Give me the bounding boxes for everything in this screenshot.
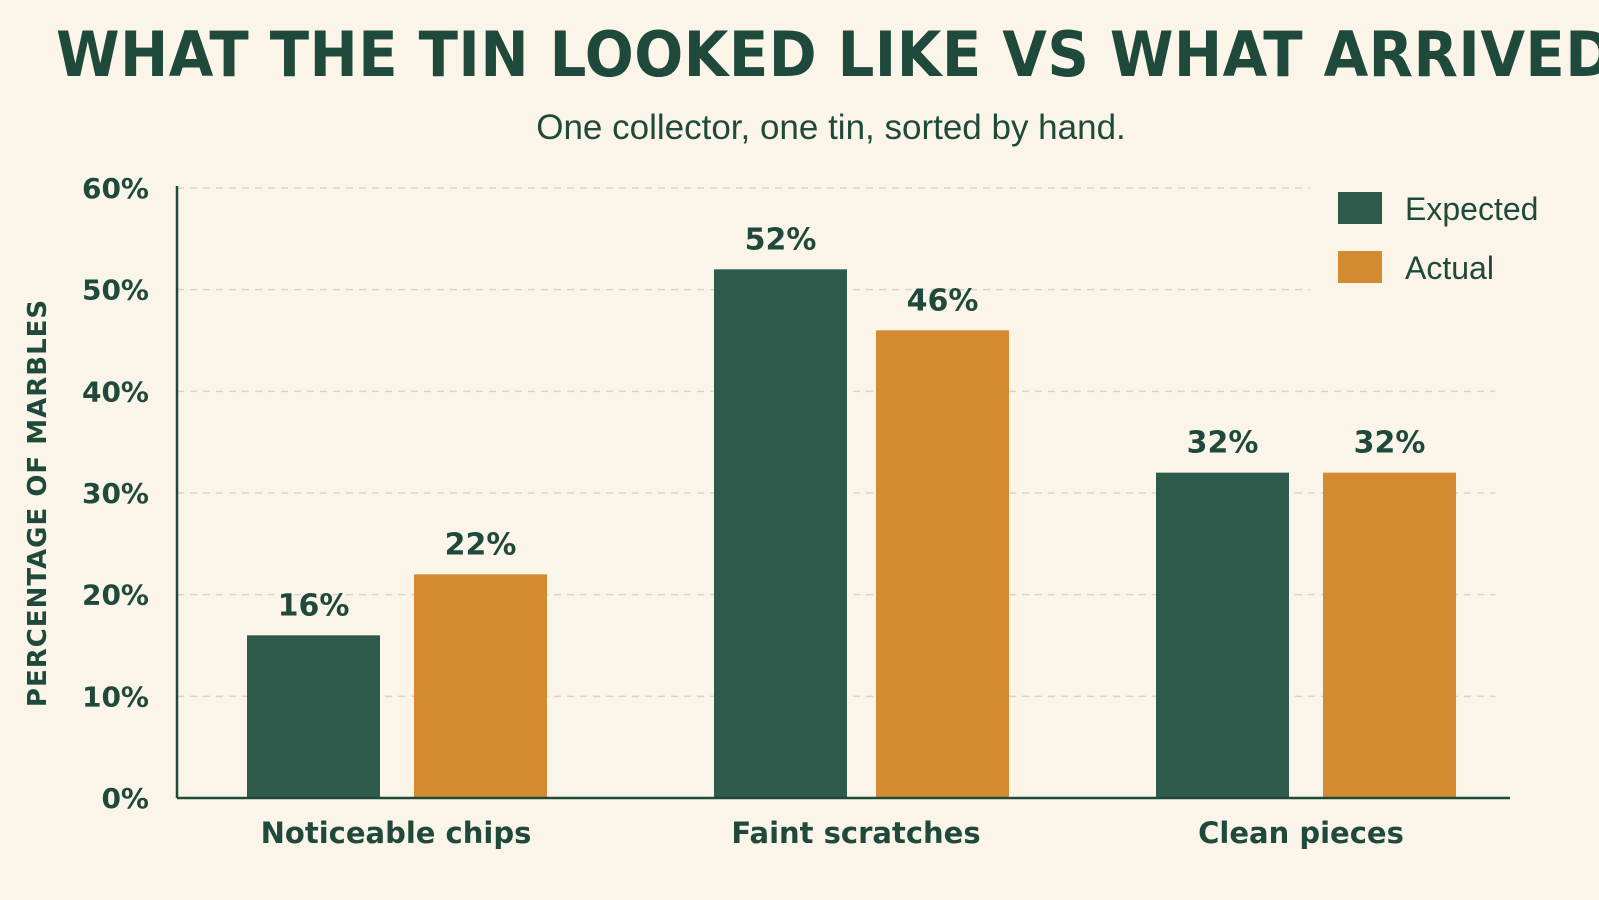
x-category-label-2: Clean pieces	[1198, 816, 1404, 850]
bar-expected-1	[714, 269, 847, 798]
legend-swatch-actual	[1338, 251, 1382, 283]
data-label-actual-1: 46%	[907, 283, 979, 318]
x-category-label-0: Noticeable chips	[261, 816, 532, 850]
legend: Expected Actual	[1338, 191, 1538, 286]
x-category-labels: Noticeable chips Faint scratches Clean pie…	[261, 816, 1404, 850]
data-labels: 16% 22% 52% 46% 32% 32%	[278, 222, 1426, 623]
y-tick-label-20: 20%	[82, 579, 149, 612]
axes	[175, 186, 1510, 800]
x-category-label-1: Faint scratches	[731, 816, 980, 850]
y-tick-labels: 0% 10% 20% 30% 40% 50% 60%	[82, 172, 149, 815]
bars	[247, 269, 1456, 798]
chart-title: WHAT THE TIN LOOKED LIKE VS WHAT ARRIVED	[55, 18, 1599, 91]
legend-label-expected: Expected	[1405, 191, 1538, 227]
data-label-actual-0: 22%	[445, 527, 517, 562]
y-axis-title: PERCENTAGE OF MARBLES	[23, 299, 53, 707]
bar-expected-2	[1156, 472, 1289, 798]
legend-swatch-expected	[1338, 192, 1382, 224]
data-label-expected-2: 32%	[1187, 426, 1259, 461]
bar-actual-0	[414, 574, 547, 798]
y-tick-label-50: 50%	[82, 274, 149, 307]
y-tick-label-40: 40%	[82, 375, 149, 408]
y-tick-label-10: 10%	[82, 680, 149, 713]
bar-actual-1	[876, 330, 1009, 798]
bar-actual-2	[1323, 472, 1456, 798]
bar-expected-0	[247, 635, 380, 798]
data-label-expected-0: 16%	[278, 588, 350, 623]
data-label-actual-2: 32%	[1354, 426, 1426, 461]
y-tick-label-0: 0%	[101, 782, 149, 815]
data-label-expected-1: 52%	[745, 222, 817, 257]
chart-subtitle: One collector, one tin, sorted by hand.	[536, 108, 1126, 147]
y-tick-label-30: 30%	[82, 477, 149, 510]
legend-label-actual: Actual	[1405, 250, 1494, 286]
y-tick-label-60: 60%	[82, 172, 149, 205]
